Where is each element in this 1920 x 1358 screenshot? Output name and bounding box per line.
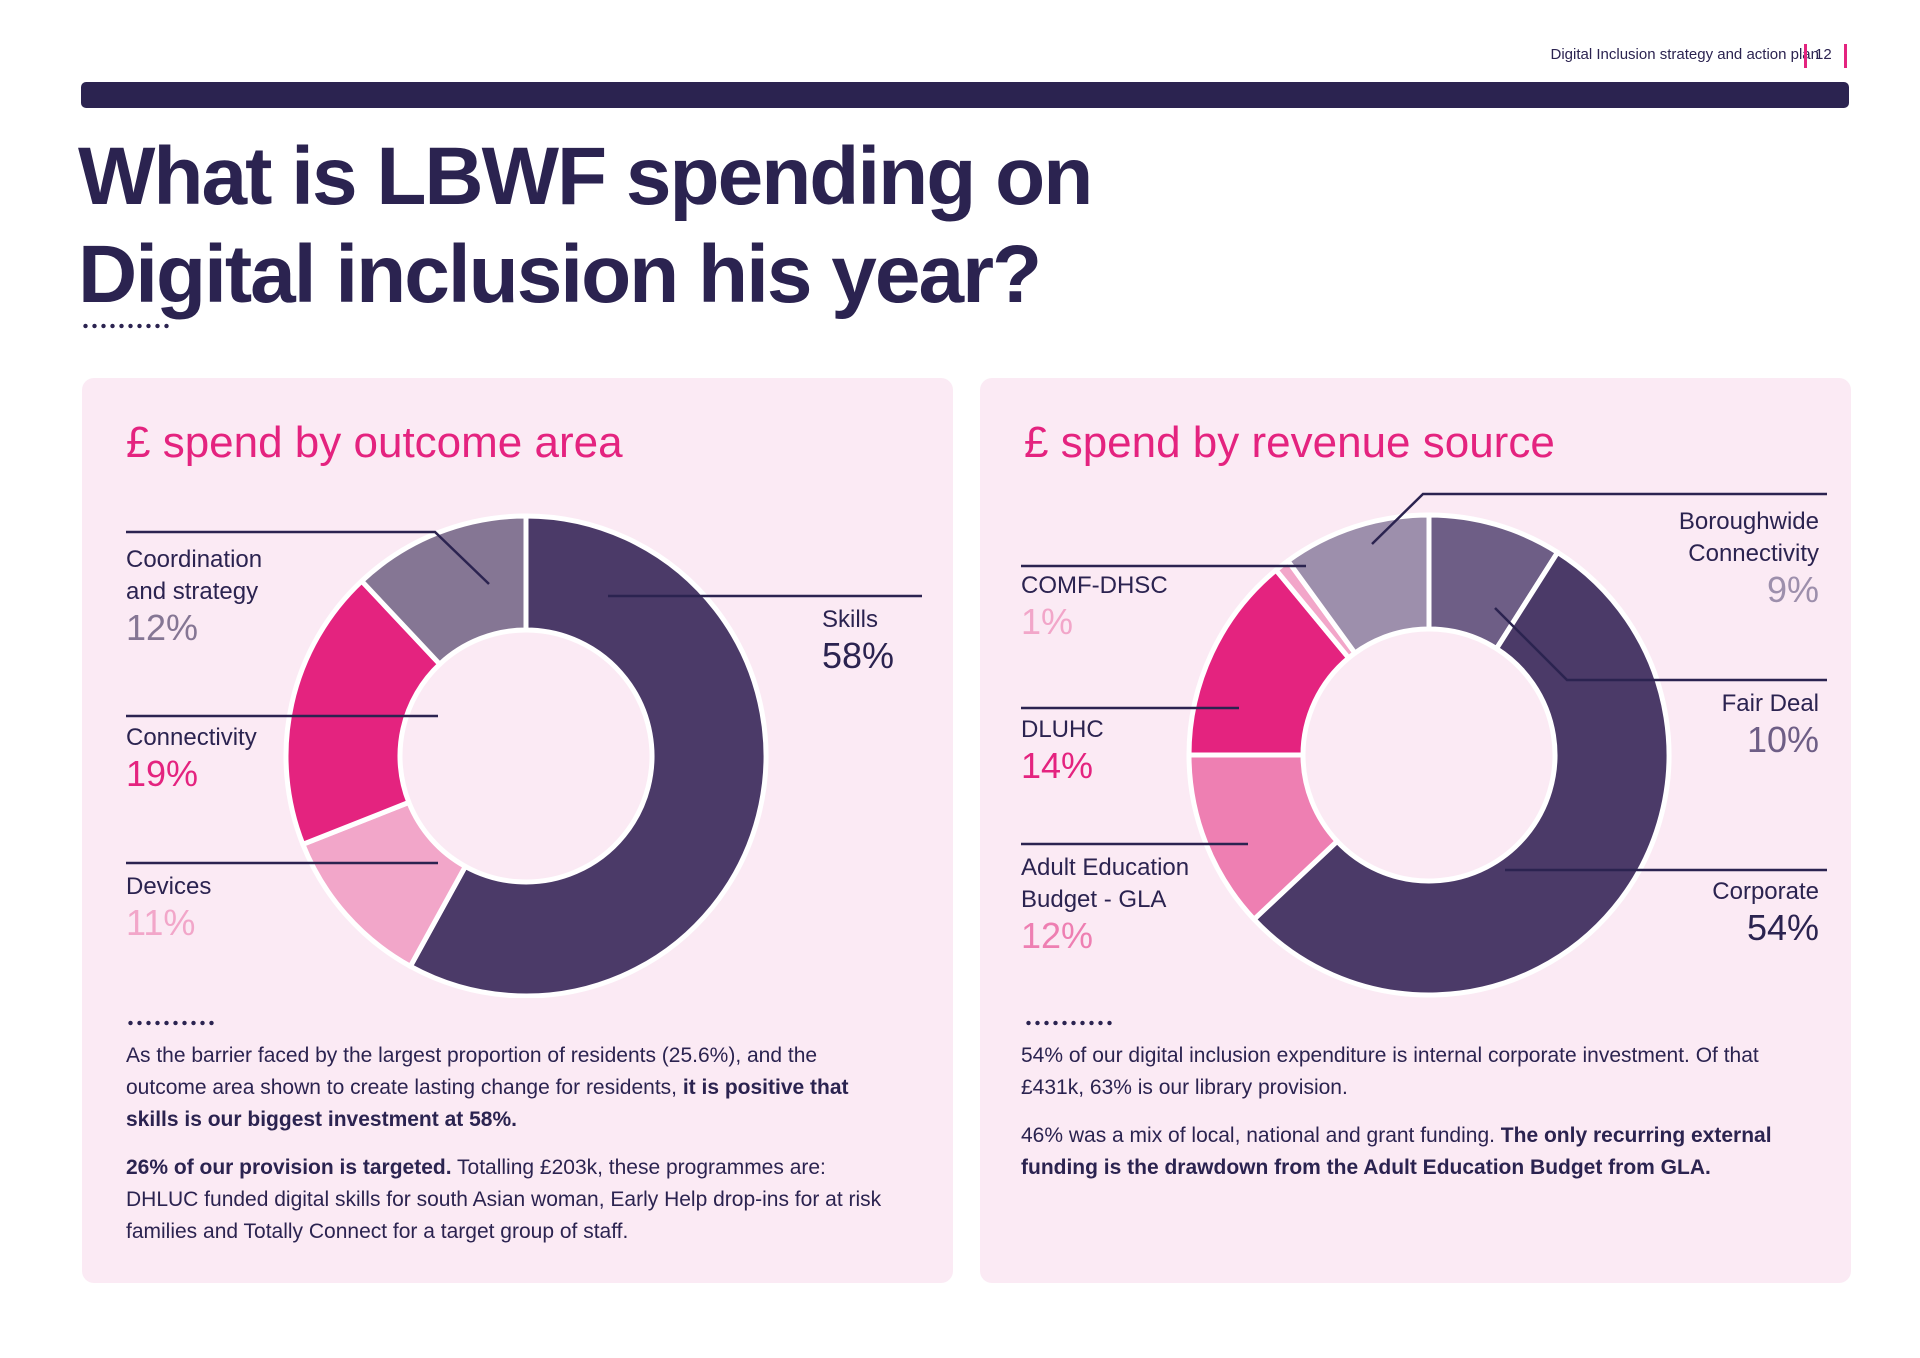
label-aeb-name-1: Adult Education (1021, 854, 1190, 881)
slice-skills (407, 513, 769, 998)
label-fairdeal-name: Fair Deal (1721, 690, 1819, 717)
page-title-line1: What is LBWF spending on (78, 131, 1093, 222)
page-title-line2: Digital inclusion his year? (78, 229, 1042, 320)
label-connectivity-pct: 19% (126, 753, 199, 794)
label-comf-name: COMF-DHSC (1021, 572, 1168, 599)
outcome-area-heading: £ spend by outcome area (126, 418, 623, 467)
label-boroughwide-name-2: Connectivity (1688, 540, 1819, 567)
label-comf: COMF-DHSC 1% (1021, 570, 1168, 642)
outcome-area-panel: £ spend by outcome area Coordination and… (82, 378, 953, 1283)
label-comf-pct: 1% (1021, 601, 1074, 642)
page-number: 12 (1815, 46, 1832, 63)
revenue-paragraph-2-text: 46% was a mix of local, national and gra… (1021, 1124, 1501, 1147)
header-divider-end (1844, 44, 1847, 68)
leader-line-fairdeal (1494, 607, 1827, 682)
label-devices-pct: 11% (126, 902, 196, 943)
revenue-dotted-divider (1024, 1020, 1114, 1026)
slice-coordination-and-strategy (359, 513, 529, 667)
label-aeb-pct: 12% (1021, 915, 1094, 956)
page-title: What is LBWF spending on Digital inclusi… (78, 128, 1093, 324)
label-corporate: Corporate 54% (1712, 876, 1819, 948)
outcome-area-commentary: As the barrier faced by the largest prop… (126, 1040, 886, 1264)
label-dluhc-pct: 14% (1021, 745, 1094, 786)
label-skills-name: Skills (822, 606, 879, 633)
label-coordination: Coordination and strategy 12% (126, 544, 262, 648)
label-devices: Devices 11% (126, 871, 211, 943)
revenue-source-panel: £ spend by revenue source COMF-DHSC 1% D… (980, 378, 1851, 1283)
label-boroughwide: Boroughwide Connectivity 9% (1679, 506, 1819, 610)
label-corporate-name: Corporate (1712, 878, 1819, 905)
revenue-source-donut-chart (1021, 492, 1827, 998)
outcome-dotted-divider (126, 1020, 216, 1026)
outcome-paragraph-1: As the barrier faced by the largest prop… (126, 1040, 886, 1136)
label-coordination-name-2: and strategy (126, 578, 259, 605)
label-fairdeal: Fair Deal 10% (1722, 688, 1819, 760)
outcome-paragraph-1-bold: it is positive that skills is our bigges… (126, 1076, 849, 1131)
label-boroughwide-name-1: Boroughwide (1678, 508, 1819, 535)
label-aeb: Adult Education Budget - GLA 12% (1021, 852, 1189, 956)
label-corporate-pct: 54% (1746, 907, 1819, 948)
label-boroughwide-pct: 9% (1766, 569, 1819, 610)
header-divider (1804, 44, 1807, 68)
label-connectivity-name: Connectivity (126, 724, 257, 751)
revenue-paragraph-1: 54% of our digital inclusion expenditure… (1021, 1044, 1759, 1099)
revenue-source-commentary: 54% of our digital inclusion expenditure… (1021, 1040, 1781, 1200)
leader-line-boroughwide (1371, 492, 1827, 545)
outcome-paragraph-1-text: As the barrier faced by the largest prop… (126, 1044, 818, 1099)
outcome-paragraph-2: 26% of our provision is targeted. Totall… (126, 1152, 886, 1248)
revenue-source-heading: £ spend by revenue source (1024, 418, 1555, 467)
label-coordination-name-1: Coordination (126, 546, 263, 573)
label-coordination-pct: 12% (126, 607, 199, 648)
label-dluhc: DLUHC 14% (1021, 714, 1104, 786)
outcome-area-donut-chart (126, 513, 922, 998)
title-dotted-divider (81, 323, 171, 329)
label-aeb-name-2: Budget - GLA (1021, 886, 1167, 913)
outcome-paragraph-2-bold: 26% of our provision is targeted. (126, 1156, 452, 1179)
label-devices-name: Devices (126, 873, 212, 900)
outcome-paragraph-2-text: Totalling £203k, these programmes are: D… (126, 1156, 882, 1243)
slice-connectivity (283, 578, 443, 847)
label-skills: Skills 58% (822, 604, 894, 676)
label-fairdeal-pct: 10% (1746, 719, 1819, 760)
label-dluhc-name: DLUHC (1021, 716, 1104, 743)
header-band (81, 82, 1849, 108)
slice-fair-deal (1285, 512, 1432, 656)
revenue-paragraph-2: 46% was a mix of local, national and gra… (1021, 1120, 1781, 1184)
leader-line-coordination (126, 530, 490, 585)
label-connectivity: Connectivity 19% (126, 722, 257, 794)
document-title: Digital Inclusion strategy and action pl… (1550, 46, 1820, 63)
slice-corporate (1251, 549, 1672, 998)
label-skills-pct: 58% (822, 635, 895, 676)
revenue-paragraph-2-bold: The only recurring external funding is t… (1021, 1124, 1772, 1179)
